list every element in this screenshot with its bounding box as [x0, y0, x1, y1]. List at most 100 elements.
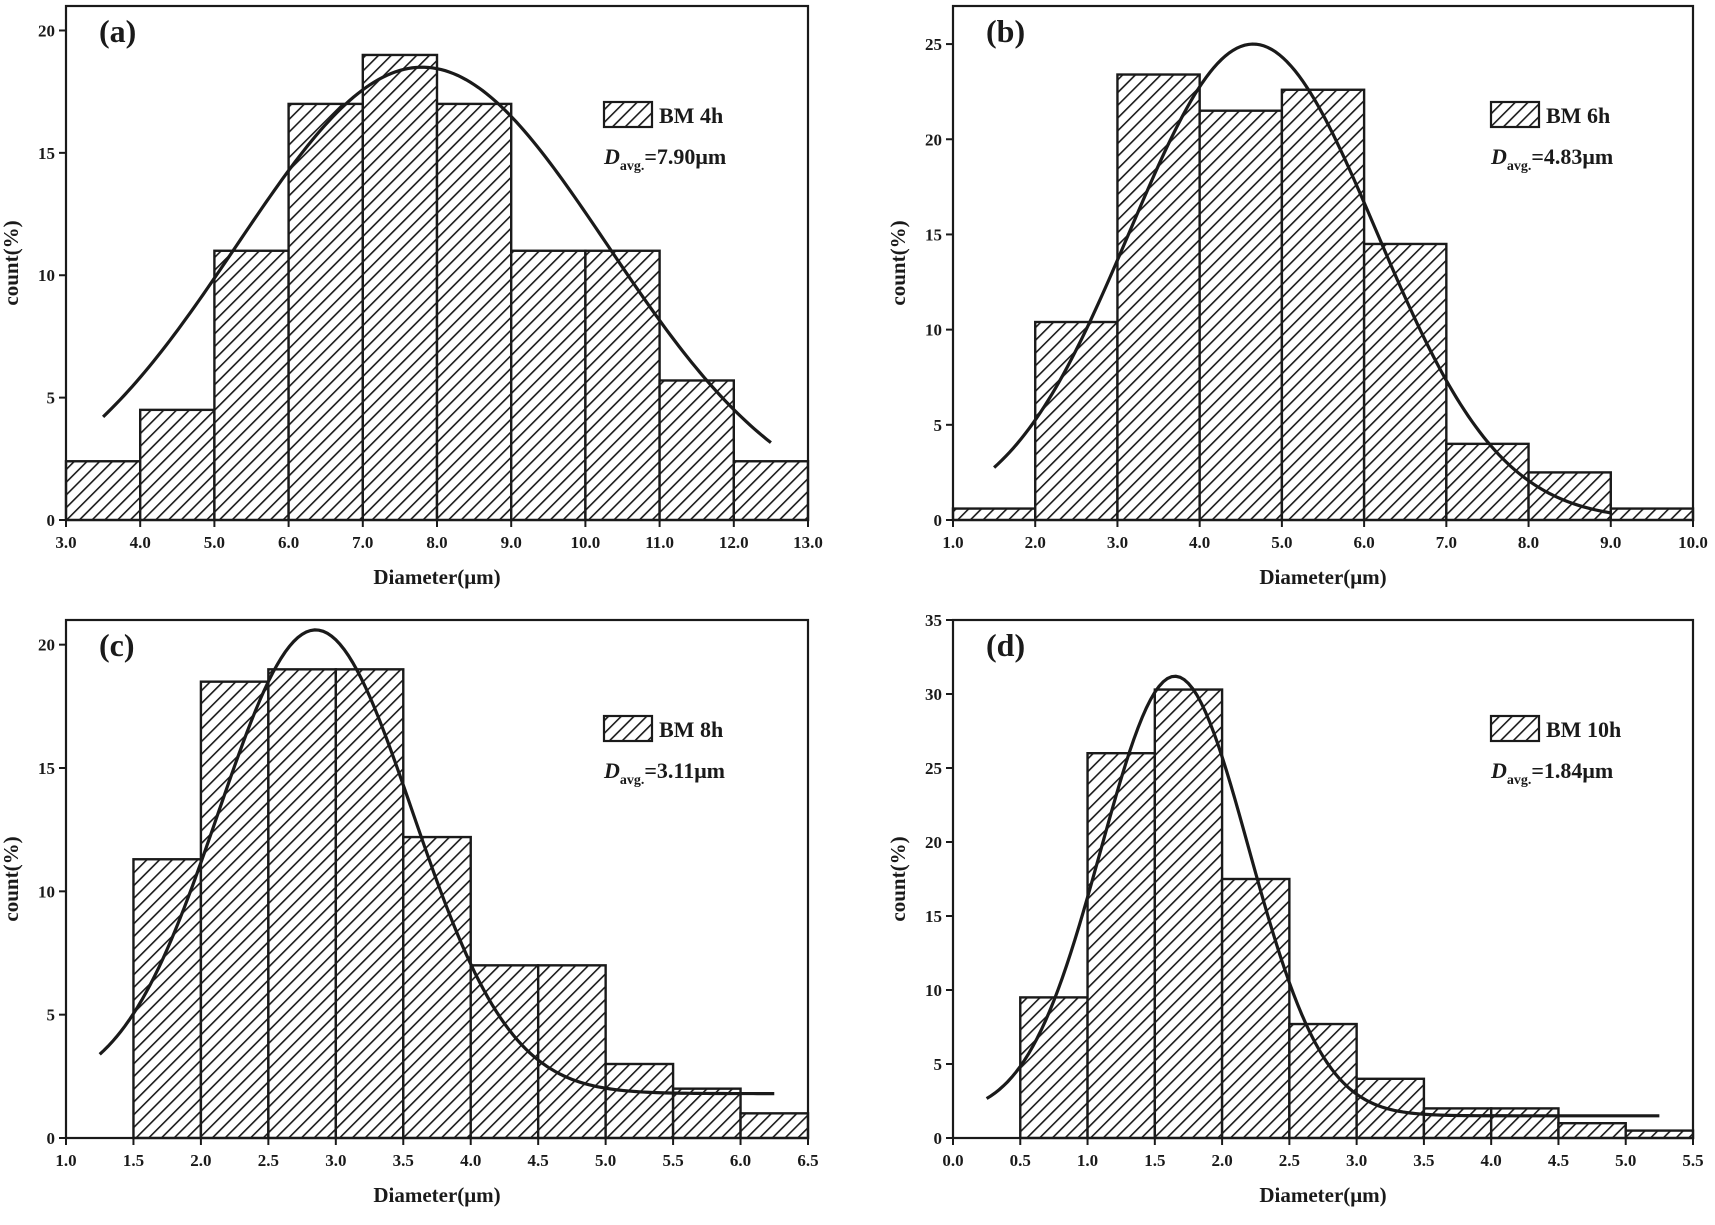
x-tick-label: 1.0 — [55, 1151, 76, 1170]
x-tick-label: 2.0 — [190, 1151, 211, 1170]
histogram-bar — [951, 507, 1037, 522]
histogram-bar — [1609, 507, 1695, 522]
x-tick-label: 9.0 — [1600, 533, 1621, 552]
x-tick-label: 12.0 — [719, 533, 749, 552]
x-tick-label: 3.0 — [1346, 1151, 1367, 1170]
x-tick-label: 2.0 — [1211, 1151, 1232, 1170]
legend-label: BM 10h — [1546, 717, 1621, 742]
legend-swatch — [1489, 714, 1541, 743]
histogram-bar — [1489, 1107, 1560, 1140]
x-tick-label: 13.0 — [793, 533, 823, 552]
legend-swatch — [602, 714, 654, 743]
histogram-bar — [402, 835, 472, 1140]
x-tick-label: 5.5 — [662, 1151, 683, 1170]
histogram-bar — [1445, 442, 1530, 522]
y-axis-title: count(%) — [0, 836, 23, 921]
y-tick-label: 10 — [38, 882, 55, 901]
panel-label: (b) — [986, 13, 1025, 49]
x-tick-label: 6.0 — [278, 533, 299, 552]
histogram-bar — [1086, 752, 1157, 1140]
x-tick-label: 5.0 — [204, 533, 225, 552]
histogram-bar — [1288, 1022, 1358, 1140]
x-tick-label: 4.5 — [1548, 1151, 1569, 1170]
x-tick-label: 3.0 — [325, 1151, 346, 1170]
y-tick-label: 0 — [934, 1129, 943, 1148]
x-tick-label: 5.5 — [1682, 1151, 1703, 1170]
histogram-bar — [1527, 471, 1612, 522]
avg-subscript: avg. — [620, 773, 645, 788]
x-tick-label: 8.0 — [1518, 533, 1539, 552]
histogram-bar — [1019, 996, 1089, 1140]
x-tick-label: 6.0 — [1353, 533, 1374, 552]
x-tick-label: 4.0 — [1481, 1151, 1502, 1170]
y-tick-label: 10 — [925, 981, 942, 1000]
y-tick-label: 20 — [925, 833, 942, 852]
average-diameter-annotation: Davg.=7.90μm — [603, 144, 726, 174]
x-tick-label: 0.5 — [1010, 1151, 1031, 1170]
histogram-bar — [287, 102, 365, 522]
x-axis-title: Diameter(μm) — [373, 1183, 500, 1207]
avg-subscript: avg. — [1507, 159, 1532, 174]
panel-label: (d) — [986, 627, 1025, 663]
fit-curve — [985, 674, 1660, 1118]
x-tick-label: 1.5 — [123, 1151, 144, 1170]
plot-frame — [951, 618, 1695, 1140]
x-axis-title: Diameter(μm) — [373, 565, 500, 589]
histogram-panel-d: 0.0 0.5 1.0 1.5 2.0 2.5 3.0 3.5 4.0 4.5 5.0 5.5 0 5 10… — [886, 611, 1704, 1207]
y-tick-label: 35 — [925, 611, 942, 630]
y-tick-label: 5 — [934, 1055, 943, 1074]
x-tick-label: 10.0 — [571, 533, 601, 552]
y-tick-label: 20 — [925, 130, 942, 149]
average-diameter-annotation: Davg.=4.83μm — [1490, 144, 1613, 174]
y-tick-label: 15 — [38, 144, 55, 163]
histogram-bar — [510, 249, 587, 522]
panel-label: (c) — [99, 627, 135, 663]
histogram-bar — [1362, 242, 1448, 522]
x-tick-label: 3.0 — [55, 533, 76, 552]
histogram-bar — [1422, 1107, 1493, 1140]
legend-label: BM 4h — [659, 103, 723, 128]
x-tick-label: 5.0 — [1271, 533, 1292, 552]
histogram-bar — [1220, 877, 1291, 1140]
x-tick-label: 5.0 — [1615, 1151, 1636, 1170]
x-tick-label: 2.5 — [258, 1151, 279, 1170]
y-tick-label: 0 — [47, 1129, 56, 1148]
avg-value: =4.83μm — [1531, 144, 1613, 169]
x-tick-label: 8.0 — [426, 533, 447, 552]
legend-swatch — [602, 100, 654, 129]
x-tick-label: 4.5 — [528, 1151, 549, 1170]
x-tick-label: 1.0 — [942, 533, 963, 552]
x-tick-label: 10.0 — [1678, 533, 1708, 552]
x-tick-label: 2.0 — [1025, 533, 1046, 552]
y-tick-label: 10 — [925, 321, 942, 340]
y-tick-label: 20 — [38, 636, 55, 655]
y-tick-label: 0 — [934, 511, 943, 530]
legend-swatch — [1489, 100, 1541, 129]
y-tick-label: 10 — [38, 266, 55, 285]
fit-curve — [993, 42, 1612, 515]
avg-symbol: D — [603, 144, 620, 169]
histogram-bar — [361, 53, 439, 522]
y-tick-label: 25 — [925, 35, 942, 54]
histogram-bar — [64, 460, 142, 522]
histogram-bar — [1153, 688, 1224, 1140]
avg-symbol: D — [603, 758, 620, 783]
x-tick-label: 1.5 — [1144, 1151, 1165, 1170]
histogram-bar — [604, 1062, 675, 1140]
x-tick-label: 3.5 — [393, 1151, 414, 1170]
histogram-bar — [739, 1112, 810, 1140]
y-axis-title: count(%) — [886, 836, 910, 921]
x-tick-label: 4.0 — [1189, 533, 1210, 552]
avg-value: =1.84μm — [1531, 758, 1613, 783]
y-tick-label: 30 — [925, 685, 942, 704]
average-diameter-annotation: Davg.=1.84μm — [1490, 758, 1613, 788]
histogram-panel-c: 1.0 1.5 2.0 2.5 3.0 3.5 4.0 4.5 5.0 5.5 6.0 6.5 0 5 10… — [0, 618, 819, 1207]
y-tick-label: 15 — [925, 907, 942, 926]
x-tick-label: 0.0 — [942, 1151, 963, 1170]
x-tick-label: 3.0 — [1107, 533, 1128, 552]
histogram-panel-b: 1.0 2.0 3.0 4.0 5.0 6.0 7.0 8.0 9.0 10.0 0 5 10 15 20 2… — [886, 4, 1708, 589]
legend-label: BM 6h — [1546, 103, 1610, 128]
x-tick-label: 11.0 — [645, 533, 674, 552]
x-tick-label: 6.5 — [797, 1151, 818, 1170]
